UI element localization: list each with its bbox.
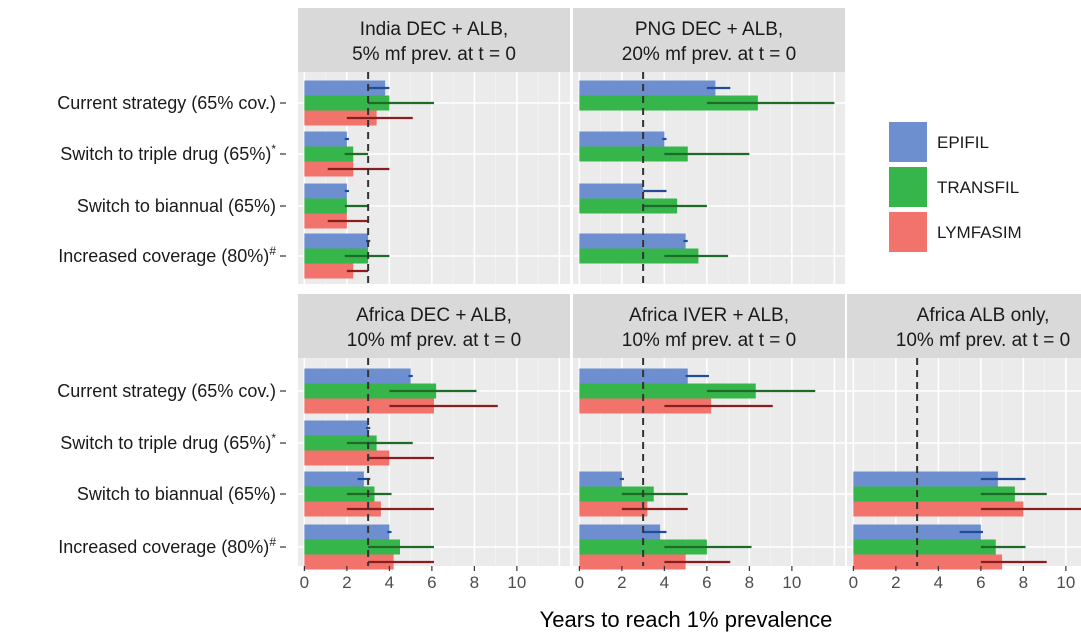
bar-epifil xyxy=(579,233,686,249)
bar-epifil xyxy=(304,233,369,249)
bar-transfil xyxy=(579,539,707,555)
bar-transfil xyxy=(579,248,699,264)
bar-epifil xyxy=(579,368,688,384)
panel-strip xyxy=(298,294,570,358)
bar-lymfasim xyxy=(579,501,648,517)
legend-key-transfil xyxy=(889,167,927,207)
bar-lymfasim xyxy=(853,501,1024,517)
x-axis-title: Years to reach 1% prevalence xyxy=(540,607,833,632)
bar-lymfasim xyxy=(853,554,1003,570)
bar-transfil xyxy=(579,486,654,502)
category-label: Switch to biannual (65%) xyxy=(77,484,276,504)
bar-transfil xyxy=(853,539,996,555)
bar-epifil xyxy=(853,471,998,487)
bar-epifil xyxy=(579,80,716,96)
x-tick-label: 4 xyxy=(660,573,669,592)
category-label: Increased coverage (80%)# xyxy=(58,535,276,557)
bar-epifil xyxy=(579,131,665,147)
x-tick-label: 10 xyxy=(782,573,801,592)
bar-lymfasim xyxy=(304,213,347,229)
panel-strip xyxy=(573,294,845,358)
bar-epifil xyxy=(304,524,390,540)
panel-title-line1: PNG DEC + ALB, xyxy=(635,19,783,40)
bar-epifil xyxy=(304,420,369,436)
x-tick-label: 4 xyxy=(385,573,394,592)
category-label: Increased coverage (80%)# xyxy=(58,244,276,266)
bar-transfil xyxy=(304,383,437,399)
category-label: Current strategy (65% cov.) xyxy=(57,381,276,401)
x-tick-label: 2 xyxy=(617,573,626,592)
x-tick-label: 6 xyxy=(976,573,985,592)
bar-transfil xyxy=(579,146,688,162)
bar-lymfasim xyxy=(579,554,686,570)
panel-title-line2: 10% mf prev. at t = 0 xyxy=(622,330,796,351)
bar-transfil xyxy=(304,539,400,555)
category-label: Switch to triple drug (65%)* xyxy=(60,431,276,453)
x-tick-label: 10 xyxy=(507,573,526,592)
panel-title-line2: 20% mf prev. at t = 0 xyxy=(622,44,796,65)
x-tick-label: 6 xyxy=(702,573,711,592)
panel-title-line2: 5% mf prev. at t = 0 xyxy=(352,44,516,65)
category-label: Switch to biannual (65%) xyxy=(77,196,276,216)
bar-lymfasim xyxy=(304,554,394,570)
panel: India DEC + ALB, 5% mf prev. at t = 0 xyxy=(298,8,570,284)
panel-title-line1: Africa IVER + ALB, xyxy=(629,305,789,326)
bar-lymfasim xyxy=(304,263,354,279)
x-tick-label: 8 xyxy=(745,573,754,592)
bar-transfil xyxy=(579,198,678,214)
panel-title-line2: 10% mf prev. at t = 0 xyxy=(896,330,1070,351)
bar-epifil xyxy=(579,183,644,199)
bar-lymfasim xyxy=(304,501,381,517)
x-tick-label: 8 xyxy=(1019,573,1028,592)
bar-epifil xyxy=(304,131,347,147)
panel-title-line1: India DEC + ALB, xyxy=(360,19,508,40)
bar-transfil xyxy=(304,435,377,451)
bar-epifil xyxy=(579,524,661,540)
bar-lymfasim xyxy=(304,398,434,414)
x-tick-label: 0 xyxy=(575,573,584,592)
panel-title-line1: Africa ALB only, xyxy=(917,305,1050,326)
bar-lymfasim xyxy=(579,398,712,414)
panel: Africa DEC + ALB, 10% mf prev. at t = 0 xyxy=(298,294,570,570)
panel-strip xyxy=(573,8,845,72)
bar-transfil xyxy=(579,383,756,399)
panel-title-line2: 10% mf prev. at t = 0 xyxy=(347,330,521,351)
panel-strip xyxy=(847,294,1081,358)
legend-label: LYMFASIM xyxy=(937,223,1022,242)
bar-epifil xyxy=(304,80,386,96)
x-tick-label: 8 xyxy=(470,573,479,592)
bar-transfil xyxy=(304,146,354,162)
bar-epifil xyxy=(304,368,411,384)
panel-strip xyxy=(298,8,570,72)
bar-transfil xyxy=(853,486,1015,502)
bar-transfil xyxy=(579,95,758,111)
category-label: Current strategy (65% cov.) xyxy=(57,93,276,113)
panel: Africa ALB only, 10% mf prev. at t = 0 xyxy=(847,294,1081,570)
legend-label: TRANSFIL xyxy=(937,178,1019,197)
bar-epifil xyxy=(304,471,364,487)
x-tick-label: 0 xyxy=(300,573,309,592)
bar-epifil xyxy=(304,183,347,199)
legend-key-epifil xyxy=(889,122,927,162)
x-tick-label: 2 xyxy=(891,573,900,592)
bar-transfil xyxy=(304,198,347,214)
x-tick-label: 2 xyxy=(342,573,351,592)
x-tick-label: 0 xyxy=(849,573,858,592)
bar-transfil xyxy=(304,486,375,502)
bar-epifil xyxy=(579,471,622,487)
panel: PNG DEC + ALB, 20% mf prev. at t = 0 xyxy=(573,8,845,284)
x-tick-label: 4 xyxy=(934,573,943,592)
bar-lymfasim xyxy=(304,110,377,126)
x-tick-label: 10 xyxy=(1056,573,1075,592)
bar-transfil xyxy=(304,248,369,264)
legend-key-lymfasim xyxy=(889,212,927,252)
panel: Africa IVER + ALB, 10% mf prev. at t = 0 xyxy=(573,294,845,570)
legend-label: EPIFIL xyxy=(937,133,989,152)
legend: EPIFIL TRANSFIL LYMFASIM xyxy=(889,122,1022,252)
x-tick-label: 6 xyxy=(427,573,436,592)
category-label: Switch to triple drug (65%)* xyxy=(60,142,276,164)
panel-title-line1: Africa DEC + ALB, xyxy=(356,305,512,326)
